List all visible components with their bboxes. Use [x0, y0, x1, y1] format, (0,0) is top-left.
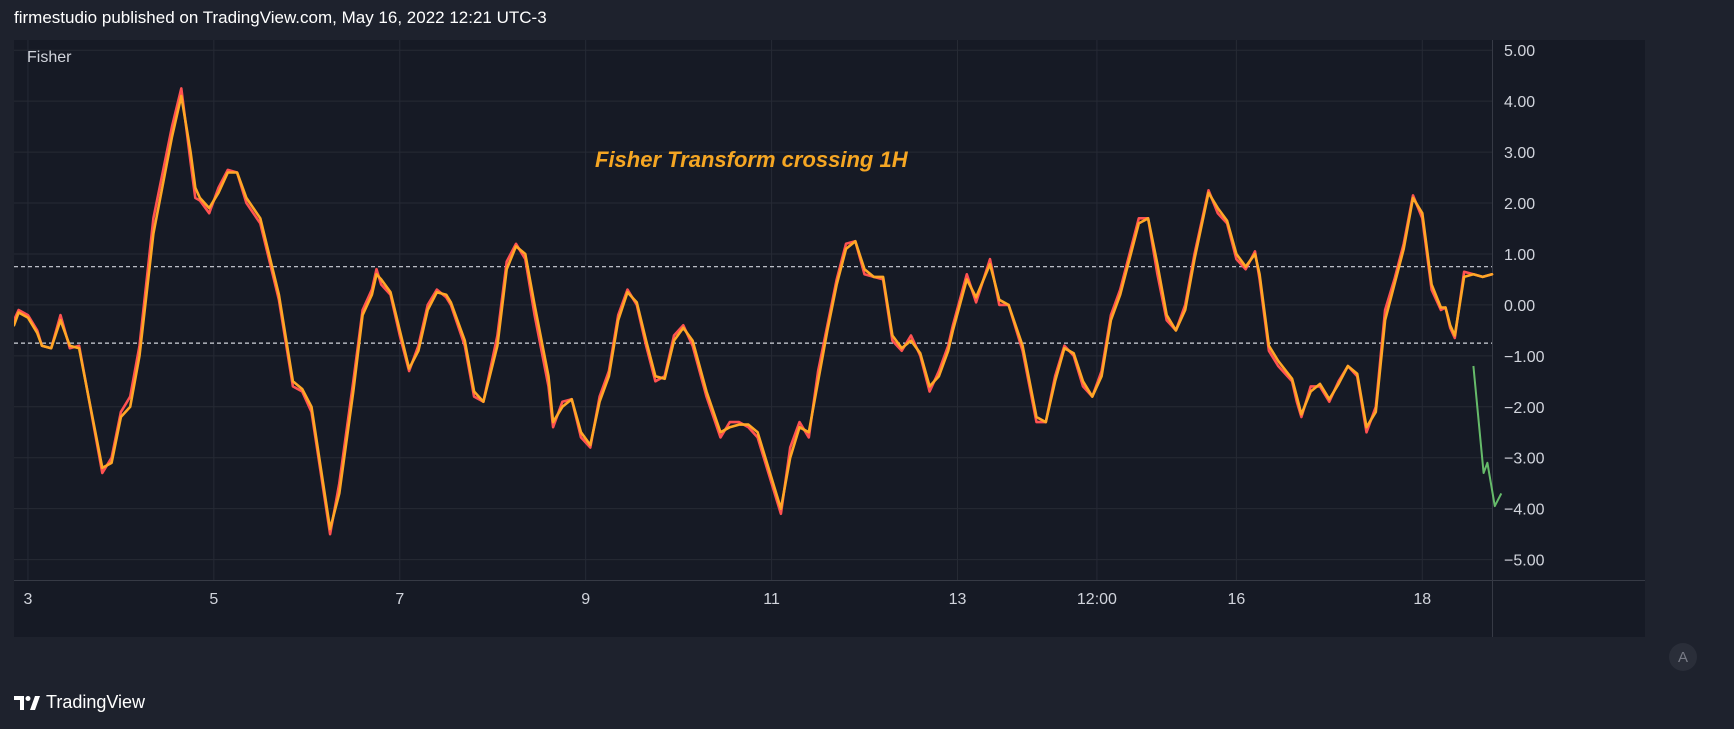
y-tick-label: 5.00: [1504, 43, 1535, 60]
x-tick-label: 5: [209, 591, 218, 608]
axes: 5.00 4.00 3.00 2.00 1.00 0.00 −1.00 −2.00 −3.00 −…: [23, 43, 1544, 608]
level-lines: [14, 266, 1492, 344]
x-tick-label: 18: [1413, 591, 1431, 608]
x-tick-label: 13: [949, 591, 967, 608]
grid: [14, 40, 1492, 580]
tradingview-logo-icon: [14, 695, 40, 710]
y-tick-label: 3.00: [1504, 145, 1535, 162]
y-tick-label: −4.00: [1504, 502, 1545, 519]
x-tick-label: 7: [395, 591, 404, 608]
publication-header: firmestudio published on TradingView.com…: [14, 8, 547, 27]
y-tick-label: 4.00: [1504, 94, 1535, 111]
annotation-text: Fisher Transform crossing 1H: [595, 147, 909, 172]
y-tick-label: 2.00: [1504, 196, 1535, 213]
x-tick-label: 11: [763, 591, 780, 608]
y-tick-label: 1.00: [1504, 247, 1535, 264]
y-tick-label: 0.00: [1504, 298, 1535, 315]
y-tick-label: −1.00: [1504, 349, 1545, 366]
x-tick-label: 3: [23, 591, 32, 608]
x-tick-label: 9: [581, 591, 590, 608]
x-tick-label: 16: [1227, 591, 1245, 608]
arrow-layer: [1472, 365, 1503, 508]
auto-scale-button[interactable]: A: [1669, 643, 1697, 671]
tradingview-brand: TradingView: [46, 692, 146, 712]
down-arrow-drawing: [1472, 365, 1503, 508]
y-tick-label: −5.00: [1504, 553, 1545, 570]
x-tick-label: 12:00: [1077, 591, 1117, 608]
y-tick-label: −3.00: [1504, 451, 1545, 468]
chart-canvas[interactable]: 5.00 4.00 3.00 2.00 1.00 0.00 −1.00 −2.00 −3.00 −…: [14, 40, 1645, 637]
plot-pane: [14, 40, 1492, 580]
chart-title: Fisher: [27, 49, 72, 66]
tradingview-logo: TradingView: [14, 692, 145, 713]
y-tick-label: −2.00: [1504, 400, 1545, 417]
price-scale-pane: [1492, 40, 1645, 637]
series-layer: [14, 87, 1494, 536]
series-line-trigger: [14, 94, 1494, 531]
time-scale-pane: [14, 580, 1492, 637]
fisher-chart[interactable]: 5.00 4.00 3.00 2.00 1.00 0.00 −1.00 −2.00 −3.00 −…: [14, 40, 1645, 637]
